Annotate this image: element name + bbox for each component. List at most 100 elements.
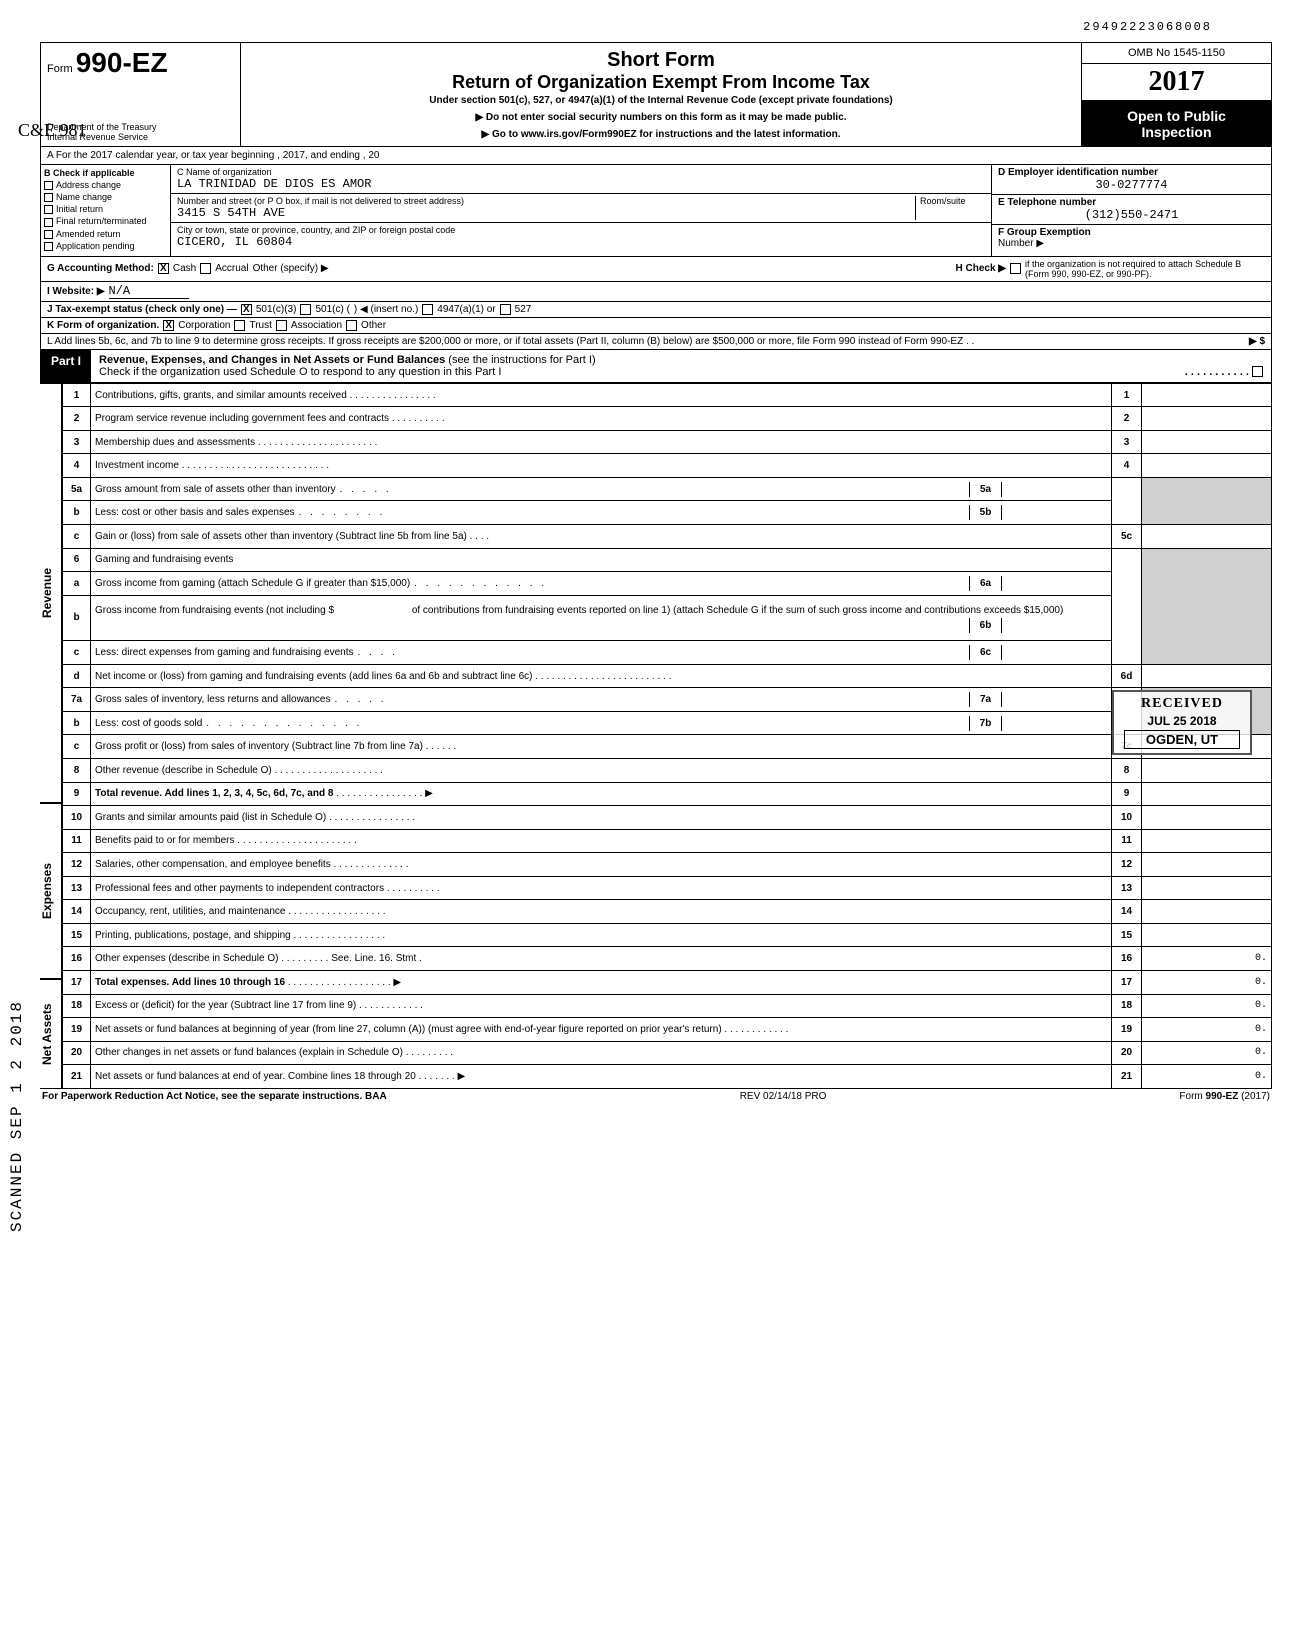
form-header: Form 990-EZ Department of the Treasury I… [40, 42, 1272, 147]
chk-association[interactable] [276, 320, 287, 331]
f-number-label: Number ▶ [998, 238, 1044, 249]
row-6d: dNet income or (loss) from gaming and fu… [63, 664, 1272, 688]
chk-527[interactable] [500, 304, 511, 315]
line-l: L Add lines 5b, 6c, and 7b to line 9 to … [40, 334, 1272, 350]
row-21: 21Net assets or fund balances at end of … [63, 1065, 1272, 1089]
footer-form: Form 990-EZ (2017) [1179, 1091, 1270, 1102]
h-text: if the organization is not required to a… [1025, 259, 1265, 279]
chk-initial-return[interactable]: Initial return [44, 204, 167, 214]
chk-trust[interactable] [234, 320, 245, 331]
city-label: City or town, state or province, country… [177, 225, 985, 235]
row-14: 14Occupancy, rent, utilities, and mainte… [63, 900, 1272, 924]
l-arrow: ▶ $ [1249, 336, 1265, 347]
i-label: I Website: ▶ [47, 286, 105, 297]
stamp-received: RECEIVED [1124, 696, 1240, 712]
row-15: 15Printing, publications, postage, and s… [63, 923, 1272, 947]
c-label: C Name of organization [177, 167, 985, 177]
footer: For Paperwork Reduction Act Notice, see … [40, 1091, 1272, 1102]
row-5c: cGain or (loss) from sale of assets othe… [63, 525, 1272, 549]
insert-no-label: ) ◀ (insert no.) [354, 304, 418, 315]
side-revenue: Revenue [40, 383, 62, 803]
instruction-ssn: ▶ Do not enter social security numbers o… [247, 112, 1075, 123]
row-8: 8Other revenue (describe in Schedule O) … [63, 759, 1272, 783]
ein: 30-0277774 [998, 178, 1265, 192]
footer-baa: BAA [365, 1091, 387, 1102]
row-3: 3Membership dues and assessments . . . .… [63, 430, 1272, 454]
chk-501c3[interactable]: X [241, 304, 252, 315]
row-16: 16Other expenses (describe in Schedule O… [63, 947, 1272, 971]
row-6b: b Gross income from fundraising events (… [63, 595, 1272, 641]
footer-paperwork: For Paperwork Reduction Act Notice, see … [42, 1091, 362, 1102]
tax-year: 17 [1177, 66, 1205, 97]
chk-name-change[interactable]: Name change [44, 192, 167, 202]
row-13: 13Professional fees and other payments t… [63, 876, 1272, 900]
open-public-1: Open to Public [1088, 108, 1265, 124]
row-7b: b Less: cost of goods sold. . . . . . . … [63, 711, 1272, 735]
side-net-assets: Net Assets [40, 979, 62, 1089]
part1-paren: (see the instructions for Part I) [448, 354, 595, 366]
f-label: F Group Exemption [998, 227, 1091, 238]
form-number: 990-EZ [76, 47, 168, 78]
part1-label: Part I [41, 350, 91, 382]
b-header: B Check if applicable [44, 168, 167, 178]
telephone: (312)550-2471 [998, 208, 1265, 222]
row-1: 1Contributions, gifts, grants, and simil… [63, 383, 1272, 407]
cash-label: Cash [173, 263, 196, 274]
row-6: 6Gaming and fundraising events [63, 548, 1272, 572]
received-stamp: RECEIVED JUL 25 2018 OGDEN, UT [1112, 690, 1252, 755]
side-expenses: Expenses [40, 803, 62, 979]
chk-501c[interactable] [300, 304, 311, 315]
chk-accrual[interactable] [200, 263, 211, 274]
row-7a: 7a Gross sales of inventory, less return… [63, 688, 1272, 712]
chk-amended-return[interactable]: Amended return [44, 229, 167, 239]
title-return: Return of Organization Exempt From Incom… [247, 72, 1075, 93]
line-g-h: G Accounting Method: X Cash Accrual Other… [40, 257, 1272, 282]
chk-other-org[interactable] [346, 320, 357, 331]
chk-cash[interactable]: X [158, 263, 169, 274]
footer-rev: REV 02/14/18 PRO [740, 1091, 827, 1102]
row-7c: cGross profit or (loss) from sales of in… [63, 735, 1272, 759]
form-lines-table: 1Contributions, gifts, grants, and simil… [62, 383, 1272, 1089]
chk-corporation[interactable]: X [163, 320, 174, 331]
g-label: G Accounting Method: [47, 263, 154, 274]
info-block: B Check if applicable Address change Nam… [40, 165, 1272, 257]
row-11: 11Benefits paid to or for members . . . … [63, 829, 1272, 853]
chk-4947[interactable] [422, 304, 433, 315]
trust-label: Trust [249, 320, 271, 331]
h-label: H Check ▶ [956, 263, 1006, 274]
chk-schedule-b[interactable] [1010, 263, 1021, 274]
corp-label: Corporation [178, 320, 230, 331]
e-label: E Telephone number [998, 197, 1265, 208]
row-6a: a Gross income from gaming (attach Sched… [63, 572, 1272, 596]
margin-note: C&E 981 [18, 120, 87, 141]
chk-schedule-o[interactable] [1252, 366, 1263, 377]
row-12: 12Salaries, other compensation, and empl… [63, 853, 1272, 877]
assoc-label: Association [291, 320, 342, 331]
part1-title: Revenue, Expenses, and Changes in Net As… [99, 354, 445, 366]
document-number: 29492223068008 [40, 20, 1272, 34]
org-name: LA TRINIDAD DE DIOS ES AMOR [177, 177, 985, 191]
part1-header: Part I Revenue, Expenses, and Changes in… [40, 350, 1272, 383]
room-suite-label: Room/suite [915, 196, 985, 220]
chk-application-pending[interactable]: Application pending [44, 241, 167, 251]
addr-label: Number and street (or P O box, if mail i… [177, 196, 915, 206]
other-specify-label: Other (specify) ▶ [253, 263, 329, 274]
omb-number: OMB No 1545-1150 [1082, 43, 1271, 64]
instruction-url: ▶ Go to www.irs.gov/Form990EZ for instru… [247, 129, 1075, 140]
form-label: Form [47, 63, 73, 75]
row-19: 19Net assets or fund balances at beginni… [63, 1018, 1272, 1042]
row-10: 10Grants and similar amounts paid (list … [63, 806, 1272, 830]
d-label: D Employer identification number [998, 167, 1265, 178]
row-6c: c Less: direct expenses from gaming and … [63, 641, 1272, 665]
line-j: J Tax-exempt status (check only one) — X… [40, 302, 1272, 318]
other-label: Other [361, 320, 386, 331]
row-20: 20Other changes in net assets or fund ba… [63, 1041, 1272, 1065]
row-5a: 5a Gross amount from sale of assets othe… [63, 477, 1272, 501]
line-k: K Form of organization. X Corporation Tru… [40, 318, 1272, 334]
k-label: K Form of organization. [47, 320, 159, 331]
chk-address-change[interactable]: Address change [44, 180, 167, 190]
chk-final-return[interactable]: Final return/terminated [44, 216, 167, 226]
501c-label: 501(c) ( [315, 304, 349, 315]
subtitle: Under section 501(c), 527, or 4947(a)(1)… [247, 95, 1075, 106]
accrual-label: Accrual [215, 263, 248, 274]
